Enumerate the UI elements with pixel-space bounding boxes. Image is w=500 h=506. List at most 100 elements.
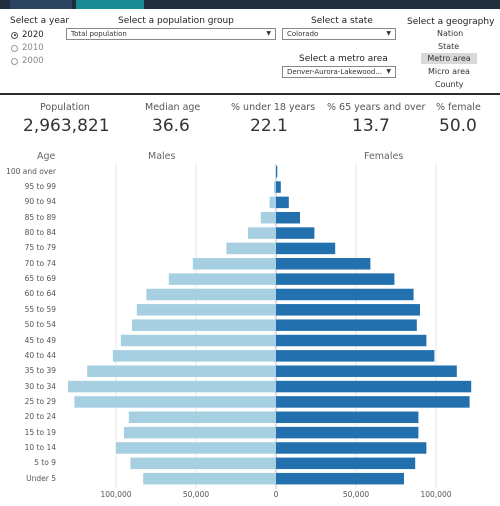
age-group-label: 55 to 59: [24, 304, 56, 314]
male-bar[interactable]: [260, 211, 276, 224]
metro-select[interactable]: Denver-Aurora-Lakewood... ▼: [282, 66, 396, 78]
stat-population-value: 2,963,821: [23, 116, 110, 136]
female-bar[interactable]: [276, 442, 427, 454]
female-bar[interactable]: [276, 196, 289, 209]
age-group-label: 45 to 49: [24, 335, 56, 345]
age-group-label: 95 to 99: [24, 182, 56, 192]
male-bar[interactable]: [112, 350, 276, 362]
stat-under18-value: 22.1: [250, 116, 288, 136]
stat-female-label: % female: [436, 102, 481, 113]
female-bar[interactable]: [276, 288, 414, 301]
female-bar[interactable]: [276, 165, 278, 178]
year-radio-2000[interactable]: 2000: [11, 56, 44, 66]
age-group-label: 50 to 54: [24, 320, 56, 330]
population-group-label: Select a population group: [118, 16, 234, 26]
female-bar[interactable]: [276, 457, 416, 470]
dropdown-caret-icon: ▼: [266, 30, 271, 37]
male-bar[interactable]: [124, 426, 276, 439]
female-bar[interactable]: [276, 350, 435, 362]
age-axis-header: Age: [37, 151, 56, 162]
stat-median-age-label: Median age: [145, 102, 201, 113]
radio-selected-icon: [11, 31, 18, 39]
state-label: Select a state: [311, 16, 373, 26]
state-select[interactable]: Colorado ▼: [282, 28, 396, 40]
geography-micro-area[interactable]: Micro area: [428, 67, 470, 76]
female-bar[interactable]: [276, 273, 395, 285]
stat-under18-label: % under 18 years: [231, 102, 316, 113]
stat-female-value: 50.0: [439, 116, 477, 136]
female-bar[interactable]: [276, 334, 427, 347]
male-bar[interactable]: [130, 457, 276, 470]
x-tick-label: 50,000: [342, 490, 370, 499]
male-bar[interactable]: [274, 181, 276, 193]
geography-state[interactable]: State: [438, 42, 460, 51]
geography-county[interactable]: County: [435, 80, 464, 89]
x-tick-label: 50,000: [182, 490, 210, 499]
female-bar[interactable]: [276, 242, 336, 255]
male-bar[interactable]: [192, 258, 276, 270]
female-bar[interactable]: [276, 227, 315, 239]
female-bar[interactable]: [276, 426, 419, 439]
age-group-label: 70 to 74: [24, 258, 56, 268]
age-group-label: 65 to 69: [24, 274, 56, 284]
male-bar[interactable]: [269, 196, 276, 209]
age-group-label: 15 to 19: [24, 427, 56, 437]
male-bar[interactable]: [120, 334, 276, 347]
female-bar[interactable]: [276, 304, 420, 316]
male-bar[interactable]: [68, 380, 276, 393]
female-bar[interactable]: [276, 365, 457, 377]
age-group-label: 60 to 64: [24, 289, 56, 299]
female-bar[interactable]: [276, 258, 371, 270]
dashboard-tab-2[interactable]: [76, 0, 144, 9]
geography-label: Select a geography: [407, 17, 495, 27]
radio-icon: [11, 44, 18, 52]
male-bar[interactable]: [128, 411, 276, 424]
age-group-label: 100 and over: [6, 166, 56, 176]
age-group-label: 90 to 94: [24, 197, 56, 207]
age-group-label: 35 to 39: [24, 366, 56, 376]
x-tick-label: 0: [273, 490, 279, 499]
female-bar[interactable]: [276, 319, 417, 331]
male-bar[interactable]: [146, 288, 276, 301]
age-group-label: 20 to 24: [24, 412, 56, 422]
age-group-label: 40 to 44: [24, 350, 56, 360]
male-bar[interactable]: [87, 365, 276, 377]
male-bar[interactable]: [143, 472, 276, 485]
females-header: Females: [364, 151, 404, 162]
population-group-select[interactable]: Total population ▼: [66, 28, 276, 40]
age-group-label: 80 to 84: [24, 228, 56, 238]
male-bar[interactable]: [226, 242, 276, 255]
female-bar[interactable]: [276, 396, 470, 408]
year-label: Select a year: [10, 16, 70, 26]
age-group-label: 5 to 9: [34, 458, 56, 468]
radio-icon: [11, 57, 18, 65]
female-bar[interactable]: [276, 380, 472, 393]
age-group-label: 75 to 79: [24, 243, 56, 253]
male-bar[interactable]: [116, 442, 276, 454]
female-bar[interactable]: [276, 411, 419, 424]
male-bar[interactable]: [74, 396, 277, 408]
dropdown-caret-icon: ▼: [386, 30, 391, 37]
age-group-label: 30 to 34: [24, 381, 56, 391]
dashboard-tab-1[interactable]: [10, 0, 72, 9]
males-header: Males: [148, 151, 176, 162]
stat-median-age-value: 36.6: [152, 116, 190, 136]
stat-65-over-value: 13.7: [352, 116, 390, 136]
year-radio-2020[interactable]: 2020: [11, 30, 44, 40]
geography-metro-area[interactable]: Metro area: [421, 53, 477, 64]
x-tick-label: 100,000: [100, 490, 132, 499]
year-radio-2010[interactable]: 2010: [11, 43, 44, 53]
female-bar[interactable]: [276, 181, 281, 193]
geography-nation[interactable]: Nation: [437, 29, 464, 38]
divider: [0, 93, 500, 95]
x-tick-label: 100,000: [420, 490, 452, 499]
male-bar[interactable]: [132, 319, 276, 331]
age-group-label: 25 to 29: [24, 396, 56, 406]
female-bar[interactable]: [276, 211, 300, 224]
male-bar[interactable]: [136, 304, 276, 316]
female-bar[interactable]: [276, 472, 404, 485]
metro-label: Select a metro area: [299, 54, 388, 64]
top-bar: [0, 0, 500, 9]
male-bar[interactable]: [168, 273, 276, 285]
male-bar[interactable]: [248, 227, 276, 239]
